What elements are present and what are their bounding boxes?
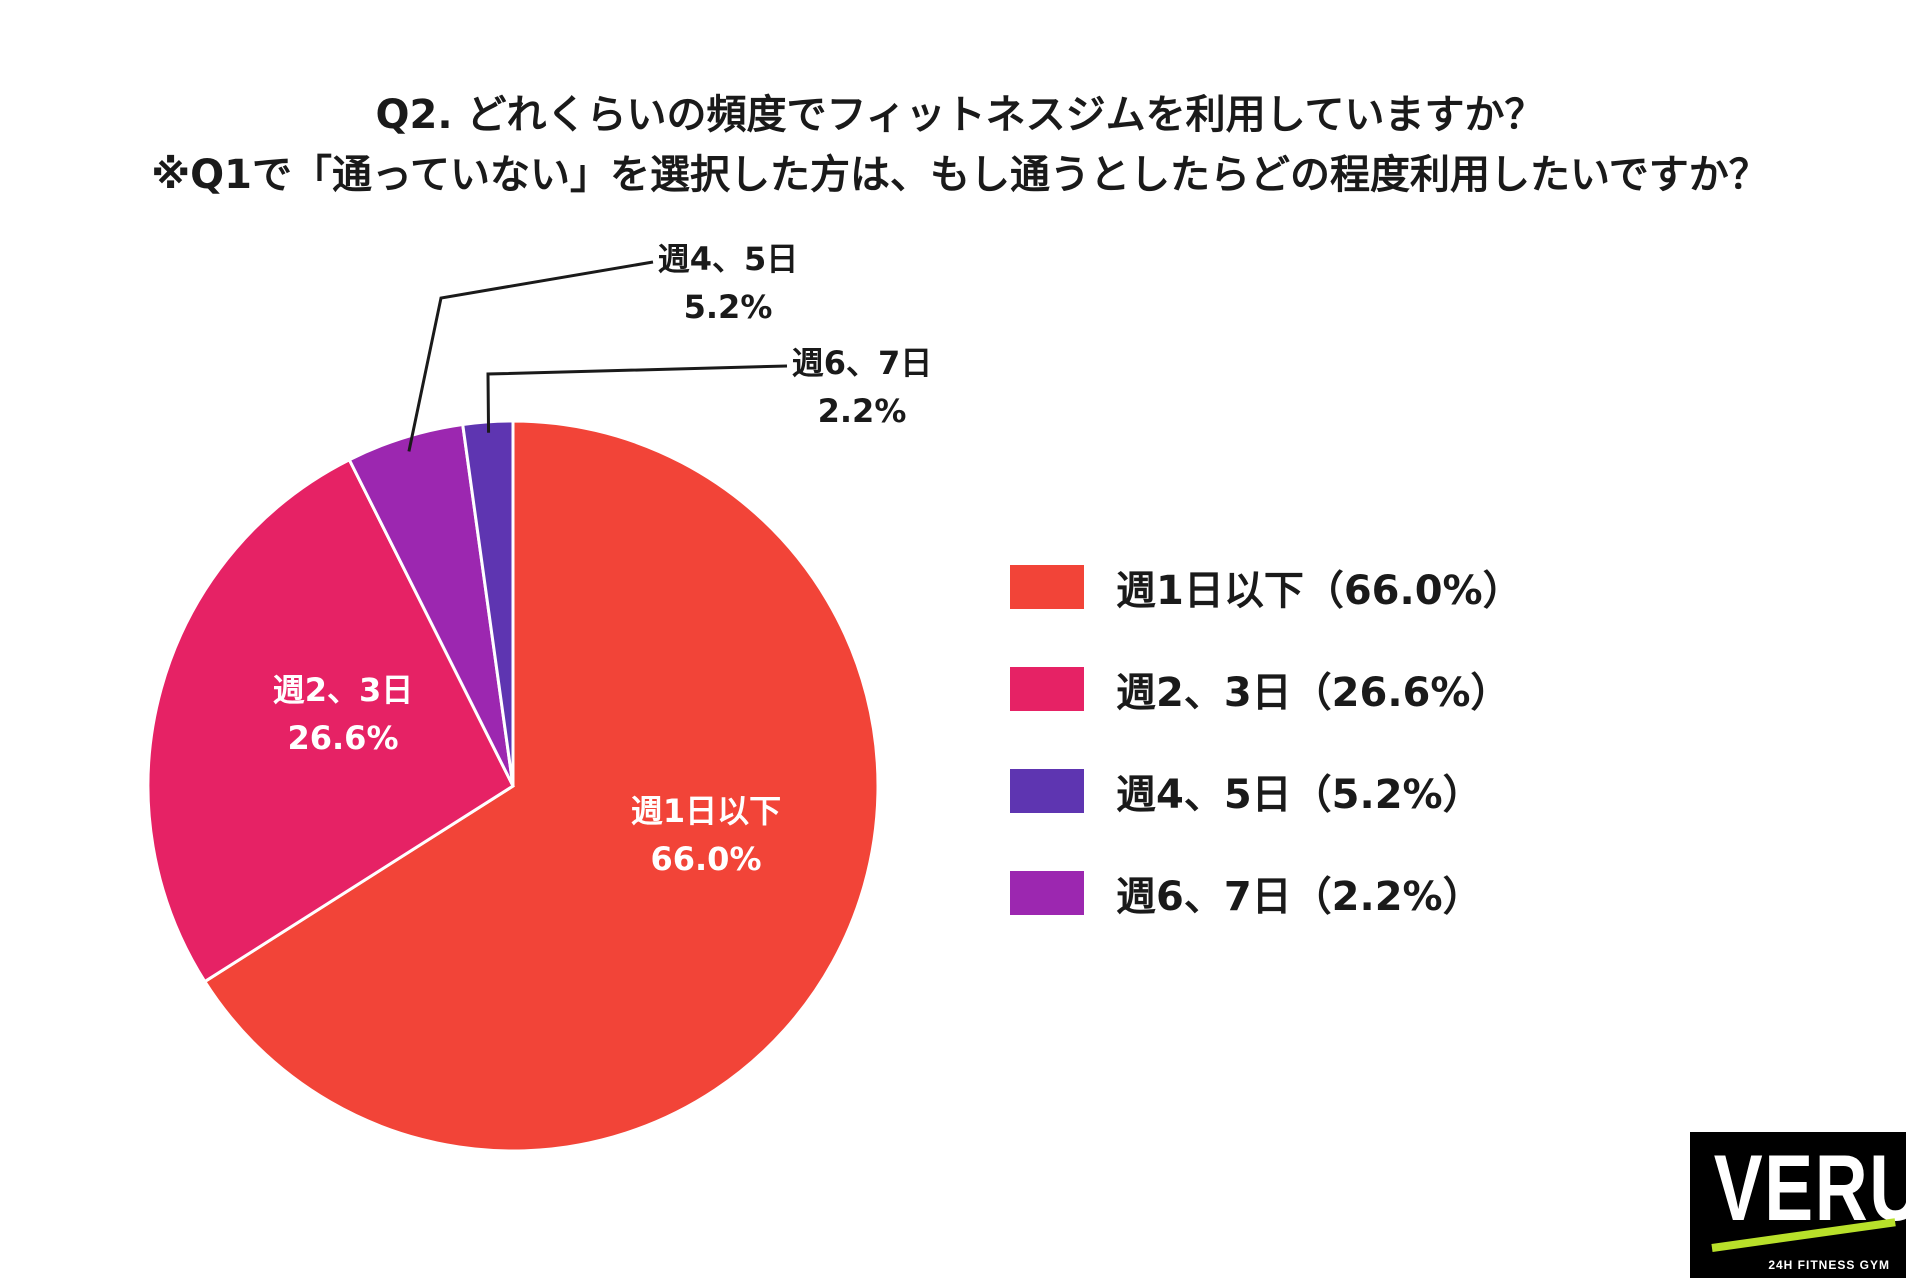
legend-swatch xyxy=(1010,667,1084,711)
data-label-category-1: 週1日以下 xyxy=(631,792,781,830)
data-label-value-1: 66.0% xyxy=(650,840,761,878)
pie-slice-1 xyxy=(202,419,880,1153)
verus-logo: VERUS 24H FITNESS GYM xyxy=(1690,1132,1906,1278)
data-label-category-4: 週6、7日 xyxy=(792,344,933,382)
legend-label: 週4、5日（5.2%） xyxy=(1116,772,1483,818)
leader-line-3 xyxy=(407,260,654,452)
legend-item-4: 週6、7日（2.2%） xyxy=(1010,842,1523,944)
leader-line-4 xyxy=(486,364,788,433)
data-label-value-2: 26.6% xyxy=(287,719,398,757)
legend-swatch xyxy=(1010,871,1084,915)
legend-label: 週6、7日（2.2%） xyxy=(1116,874,1483,920)
data-label-value-4: 2.2% xyxy=(818,392,907,430)
legend-swatch xyxy=(1010,769,1084,813)
legend-label: 週1日以下（66.0%） xyxy=(1116,568,1523,614)
legend-swatch xyxy=(1010,565,1084,609)
data-label-category-3: 週4、5日 xyxy=(658,240,799,278)
data-label-category-2: 週2、3日 xyxy=(273,671,414,709)
pie-slice-2 xyxy=(146,457,515,984)
logo-subtext: 24H FITNESS GYM xyxy=(1768,1258,1890,1272)
legend-item-3: 週4、5日（5.2%） xyxy=(1010,740,1523,842)
legend-label: 週2、3日（26.6%） xyxy=(1116,670,1511,716)
chart-subtitle: ※Q1で「通っていない」を選択した方は、もし通うとしたらどの程度利用したいですか… xyxy=(151,152,1769,198)
chart-title: Q2. どれくらいの頻度でフィットネスジムを利用していますか？ xyxy=(375,92,1545,138)
legend-item-1: 週1日以下（66.0%） xyxy=(1010,536,1523,638)
data-label-value-3: 5.2% xyxy=(684,288,773,326)
legend: 週1日以下（66.0%） 週2、3日（26.6%） 週4、5日（5.2%） 週6… xyxy=(1010,536,1523,944)
legend-item-2: 週2、3日（26.6%） xyxy=(1010,638,1523,740)
